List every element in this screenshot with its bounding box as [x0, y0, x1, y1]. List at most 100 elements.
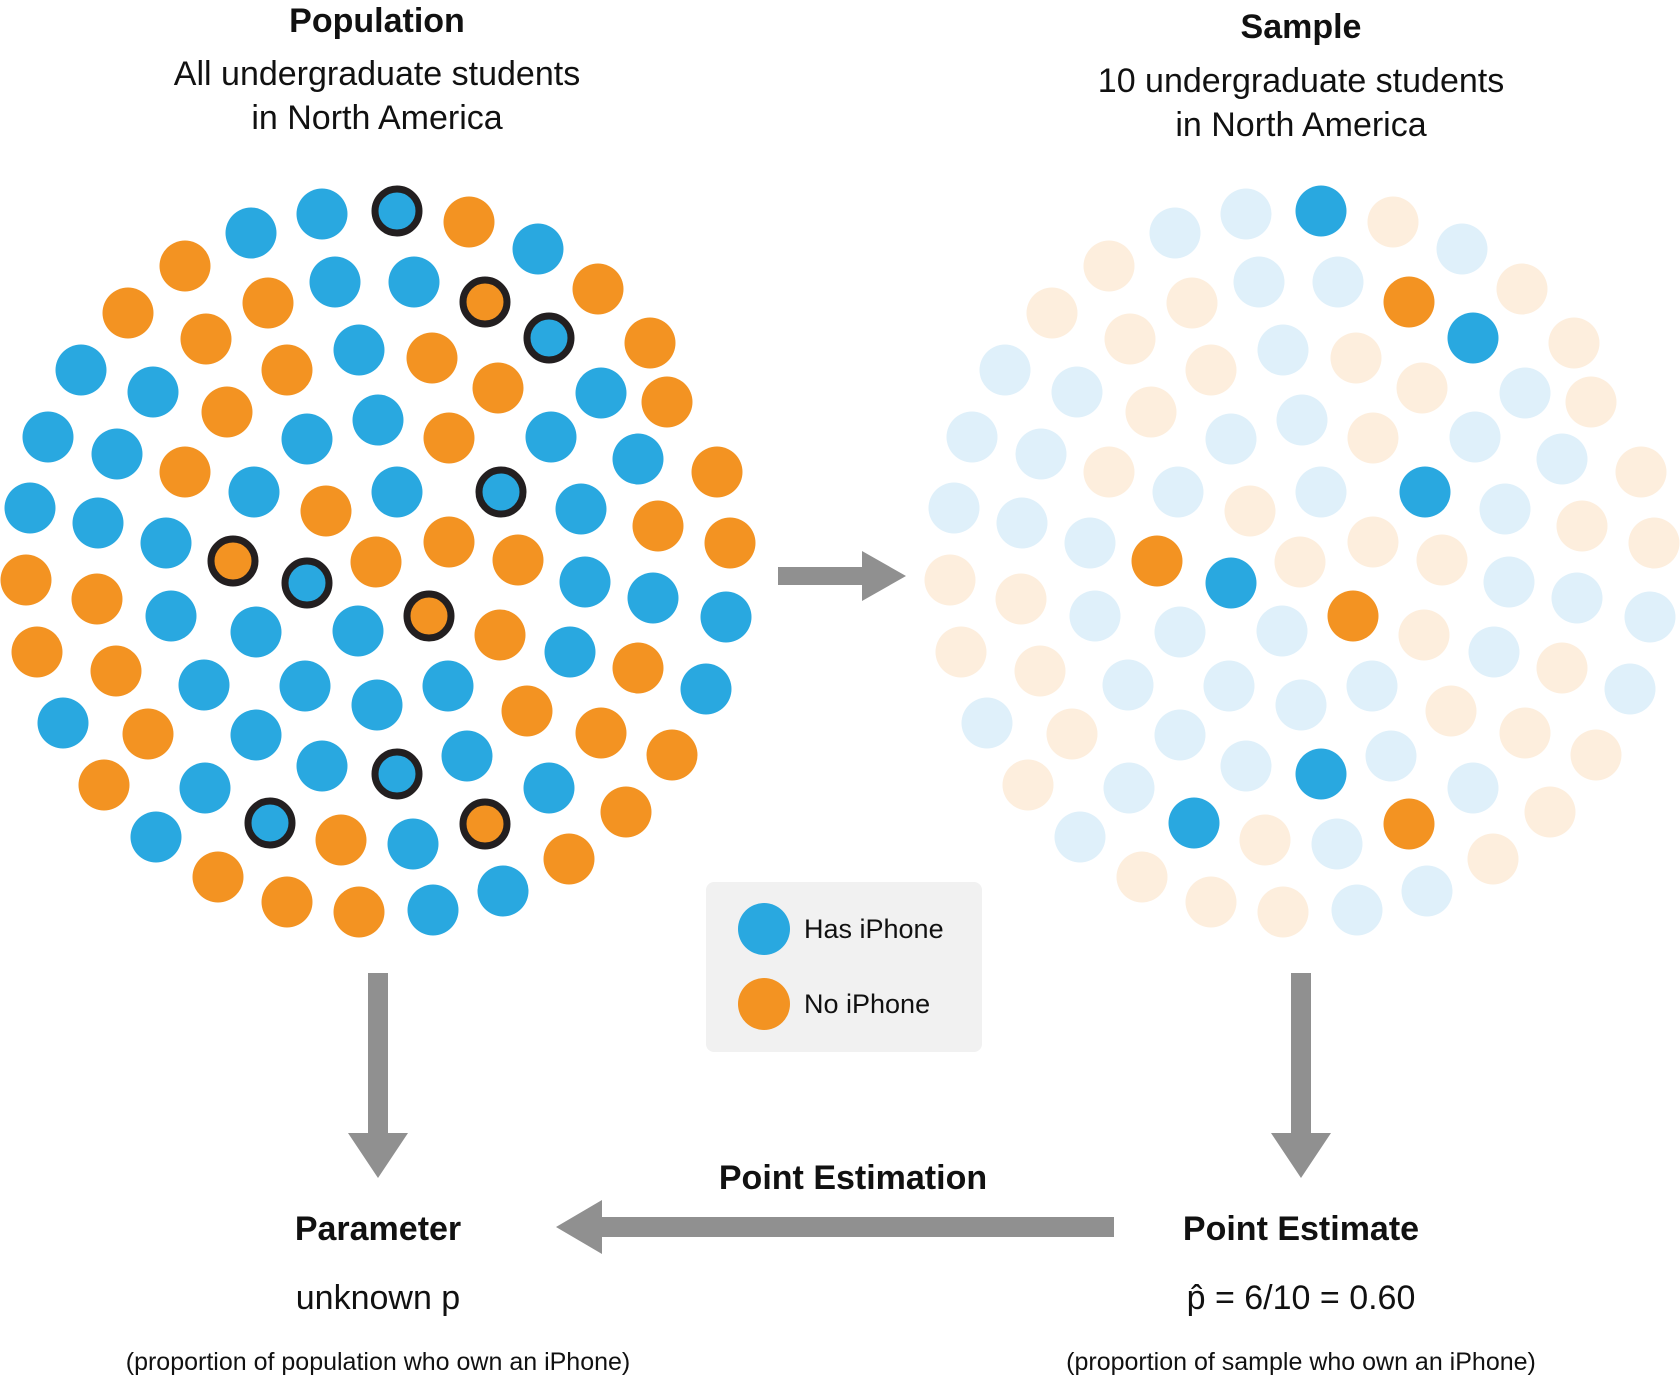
no-iphone-dot — [0, 554, 52, 606]
unsampled-faded-dot — [1565, 376, 1617, 428]
point-estimate-title: Point Estimate — [1182, 1210, 1420, 1248]
no-iphone-dot — [122, 708, 174, 760]
arrow-population-to-parameter — [348, 973, 408, 1178]
has-iphone-dot — [612, 433, 664, 485]
has-iphone-dot — [178, 659, 230, 711]
unsampled-faded-dot — [1051, 366, 1103, 418]
no-iphone-dot — [102, 287, 154, 339]
no-iphone-dot — [691, 446, 743, 498]
unsampled-faded-dot — [1257, 886, 1309, 938]
legend-item-has-iphone: Has iPhone — [738, 902, 944, 956]
sample-subtitle: 10 undergraduate students in North Ameri… — [1098, 59, 1504, 147]
no-iphone-dot — [180, 313, 232, 365]
unsampled-faded-dot — [1536, 433, 1588, 485]
sample-member-dot — [1168, 797, 1220, 849]
sample-member-dot — [1383, 276, 1435, 328]
no-iphone-label: No iPhone — [804, 988, 931, 1019]
no-iphone-swatch — [738, 978, 790, 1030]
no-iphone-dot — [472, 362, 524, 414]
no-iphone-dot — [192, 851, 244, 903]
has-iphone-dot — [559, 556, 611, 608]
unsampled-faded-dot — [995, 573, 1047, 625]
no-iphone-dot — [443, 196, 495, 248]
unsampled-faded-dot — [1275, 679, 1327, 731]
unsampled-faded-dot — [1026, 287, 1078, 339]
sampled-student-dot — [207, 535, 259, 587]
sample-subtitle-line2: in North America — [1175, 106, 1427, 144]
has-iphone-dot — [230, 606, 282, 658]
has-iphone-dot — [700, 591, 752, 643]
unsampled-faded-dot — [1083, 240, 1135, 292]
unsampled-faded-dot — [1239, 814, 1291, 866]
unsampled-faded-dot — [1257, 324, 1309, 376]
no-iphone-dot — [11, 626, 63, 678]
unsampled-faded-dot — [1347, 516, 1399, 568]
no-iphone-dot — [261, 344, 313, 396]
has-iphone-dot — [4, 482, 56, 534]
has-iphone-dot — [525, 411, 577, 463]
unsampled-faded-dot — [1347, 412, 1399, 464]
no-iphone-dot — [600, 786, 652, 838]
legend-item-no-iphone: No iPhone — [738, 977, 930, 1031]
unsampled-faded-dot — [1436, 223, 1488, 275]
no-iphone-dot — [641, 376, 693, 428]
unsampled-faded-dot — [1220, 740, 1272, 792]
has-iphone-dot — [72, 497, 124, 549]
unsampled-faded-dot — [1479, 483, 1531, 535]
unsampled-faded-dot — [1467, 833, 1519, 885]
unsampled-faded-dot — [1154, 606, 1206, 658]
no-iphone-dot — [474, 609, 526, 661]
point-estimate-value: p̂ = 6/10 = 0.60 — [1186, 1279, 1416, 1317]
arrow-point-estimation — [556, 1200, 1114, 1254]
unsampled-faded-dot — [996, 497, 1048, 549]
unsampled-faded-dot — [1220, 188, 1272, 240]
no-iphone-dot — [300, 485, 352, 537]
unsampled-faded-dot — [1624, 591, 1676, 643]
sample-member-dot — [1131, 535, 1183, 587]
population-subtitle-line1: All undergraduate students — [173, 55, 581, 93]
no-iphone-dot — [575, 707, 627, 759]
no-iphone-dot — [492, 534, 544, 586]
no-iphone-dot — [78, 759, 130, 811]
has-iphone-dot — [91, 428, 143, 480]
unsampled-faded-dot — [928, 482, 980, 534]
no-iphone-dot — [406, 332, 458, 384]
has-iphone-dot — [333, 324, 385, 376]
parameter-note: (proportion of population who own an iPh… — [125, 1348, 631, 1376]
has-iphone-dot — [127, 366, 179, 418]
sample-member-dot — [1383, 798, 1435, 850]
unsampled-faded-dot — [1468, 626, 1520, 678]
unsampled-faded-dot — [1125, 386, 1177, 438]
unsampled-faded-dot — [1483, 556, 1535, 608]
unsampled-faded-dot — [1536, 642, 1588, 694]
unsampled-faded-dot — [1256, 605, 1308, 657]
has-iphone-dot — [627, 572, 679, 624]
no-iphone-dot — [350, 536, 402, 588]
unsampled-faded-dot — [1548, 317, 1600, 369]
no-iphone-dot — [572, 263, 624, 315]
has-iphone-dot — [309, 256, 361, 308]
has-iphone-dot — [555, 483, 607, 535]
unsampled-faded-dot — [1499, 707, 1551, 759]
unsampled-faded-dot — [1367, 196, 1419, 248]
sample-member-dot — [1295, 185, 1347, 237]
unsampled-faded-dot — [1166, 277, 1218, 329]
arrow-population-to-sample — [778, 551, 906, 601]
no-iphone-dot — [612, 642, 664, 694]
unsampled-faded-dot — [1398, 609, 1450, 661]
unsampled-faded-dot — [1104, 313, 1156, 365]
no-iphone-dot — [704, 517, 756, 569]
unsampled-faded-dot — [1311, 818, 1363, 870]
sampled-student-dot — [371, 185, 423, 237]
point-estimation-label: Point Estimation — [718, 1159, 988, 1197]
no-iphone-dot — [624, 317, 676, 369]
no-iphone-dot — [261, 876, 313, 928]
unsampled-faded-dot — [935, 626, 987, 678]
unsampled-faded-dot — [1103, 762, 1155, 814]
unsampled-faded-dot — [1224, 485, 1276, 537]
unsampled-faded-dot — [1628, 517, 1680, 569]
unsampled-faded-dot — [1116, 851, 1168, 903]
sampled-student-dot — [403, 590, 455, 642]
has-iphone-dot — [130, 811, 182, 863]
unsampled-faded-dot — [1615, 446, 1667, 498]
